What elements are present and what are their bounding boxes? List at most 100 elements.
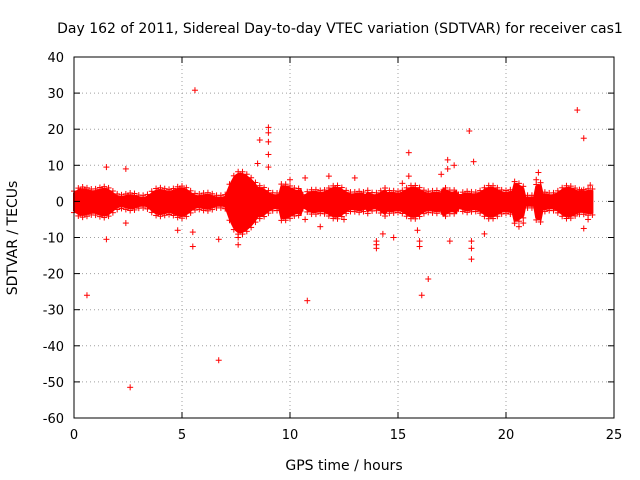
band-point: [403, 213, 410, 220]
band-point: [243, 228, 250, 235]
data-point: [304, 297, 311, 304]
data-point: [468, 256, 475, 263]
data-point: [416, 238, 423, 245]
band-point: [287, 182, 293, 189]
data-point: [574, 107, 581, 114]
band-point: [222, 191, 229, 198]
band-point: [243, 171, 250, 178]
data-point: [189, 243, 196, 250]
band-point: [118, 191, 125, 198]
band-point: [433, 187, 440, 194]
band-point: [528, 204, 535, 211]
data-point: [174, 227, 181, 234]
data-point: [470, 158, 477, 165]
band-point: [438, 188, 445, 195]
data-point: [317, 223, 324, 230]
band-point: [334, 182, 341, 189]
x-axis-label: GPS time / hours: [285, 458, 402, 474]
data-point: [235, 241, 242, 248]
band-point: [321, 210, 328, 217]
band-point: [148, 209, 155, 216]
band-point: [498, 186, 505, 193]
band-point: [261, 184, 268, 191]
band-point: [312, 211, 319, 218]
band-point: [187, 209, 194, 216]
band-point: [118, 205, 125, 212]
band-point: [382, 185, 389, 192]
data-point: [425, 276, 432, 283]
band-point: [567, 215, 574, 222]
data-point: [515, 223, 522, 230]
band-point: [399, 187, 406, 194]
band-point: [114, 190, 121, 197]
y-tick-label: -60: [43, 412, 64, 427]
band-point: [217, 204, 224, 211]
band-point: [390, 209, 397, 216]
band-point: [83, 184, 90, 191]
band-point: [420, 210, 427, 217]
band-point: [325, 213, 332, 220]
data-point: [587, 182, 594, 189]
data-point: [405, 173, 412, 180]
band-point: [170, 212, 177, 219]
data-point: [585, 216, 592, 223]
data-point: [265, 151, 272, 158]
band-point: [481, 213, 488, 220]
band-point: [451, 210, 458, 217]
band-point: [79, 214, 86, 221]
band-point: [533, 216, 540, 223]
band-point: [222, 205, 229, 212]
band-point: [230, 226, 237, 233]
band-point: [299, 191, 306, 198]
data-point: [122, 165, 129, 172]
band-point: [109, 188, 116, 195]
data-point: [535, 169, 542, 176]
band-point: [265, 210, 272, 217]
band-point: [179, 183, 185, 190]
band-point: [321, 187, 328, 194]
band-point: [351, 208, 358, 215]
band-point: [356, 188, 363, 195]
band-point: [416, 184, 423, 191]
data-point: [341, 216, 347, 223]
band-point: [92, 185, 99, 192]
band-point: [101, 183, 108, 190]
band-point: [515, 218, 522, 225]
band-point: [343, 187, 350, 194]
band-point: [256, 215, 263, 222]
band-point: [334, 215, 341, 222]
data-point: [235, 227, 242, 234]
data-point: [265, 164, 272, 171]
band-point: [209, 206, 216, 213]
band-point: [537, 218, 544, 225]
data-point: [379, 230, 386, 237]
band-point: [304, 188, 311, 195]
band-point: [252, 179, 259, 186]
band-point: [131, 190, 138, 197]
band-point: [196, 190, 203, 197]
band-point: [360, 208, 367, 215]
band-point: [304, 208, 311, 215]
band-point: [395, 209, 401, 216]
band-point: [183, 213, 190, 220]
band-point: [528, 192, 535, 199]
band-point: [75, 212, 82, 219]
band-point: [226, 217, 233, 224]
band-point: [481, 184, 488, 191]
data-point: [390, 234, 397, 241]
data-point: [127, 384, 134, 391]
data-point: [302, 174, 309, 181]
y-tick-label: -20: [43, 268, 64, 283]
data-point: [574, 209, 581, 216]
band-point: [494, 184, 501, 191]
band-point: [282, 181, 289, 188]
band-point: [442, 184, 449, 191]
band-point: [127, 190, 134, 197]
band-point: [179, 215, 185, 222]
band-point: [511, 220, 518, 227]
band-point: [140, 204, 147, 211]
y-tick-labels: 40 30 20 10 0 -10 -20 -30 -40 -50 -60: [43, 51, 64, 427]
data-point: [580, 225, 587, 232]
band-point: [520, 183, 527, 190]
